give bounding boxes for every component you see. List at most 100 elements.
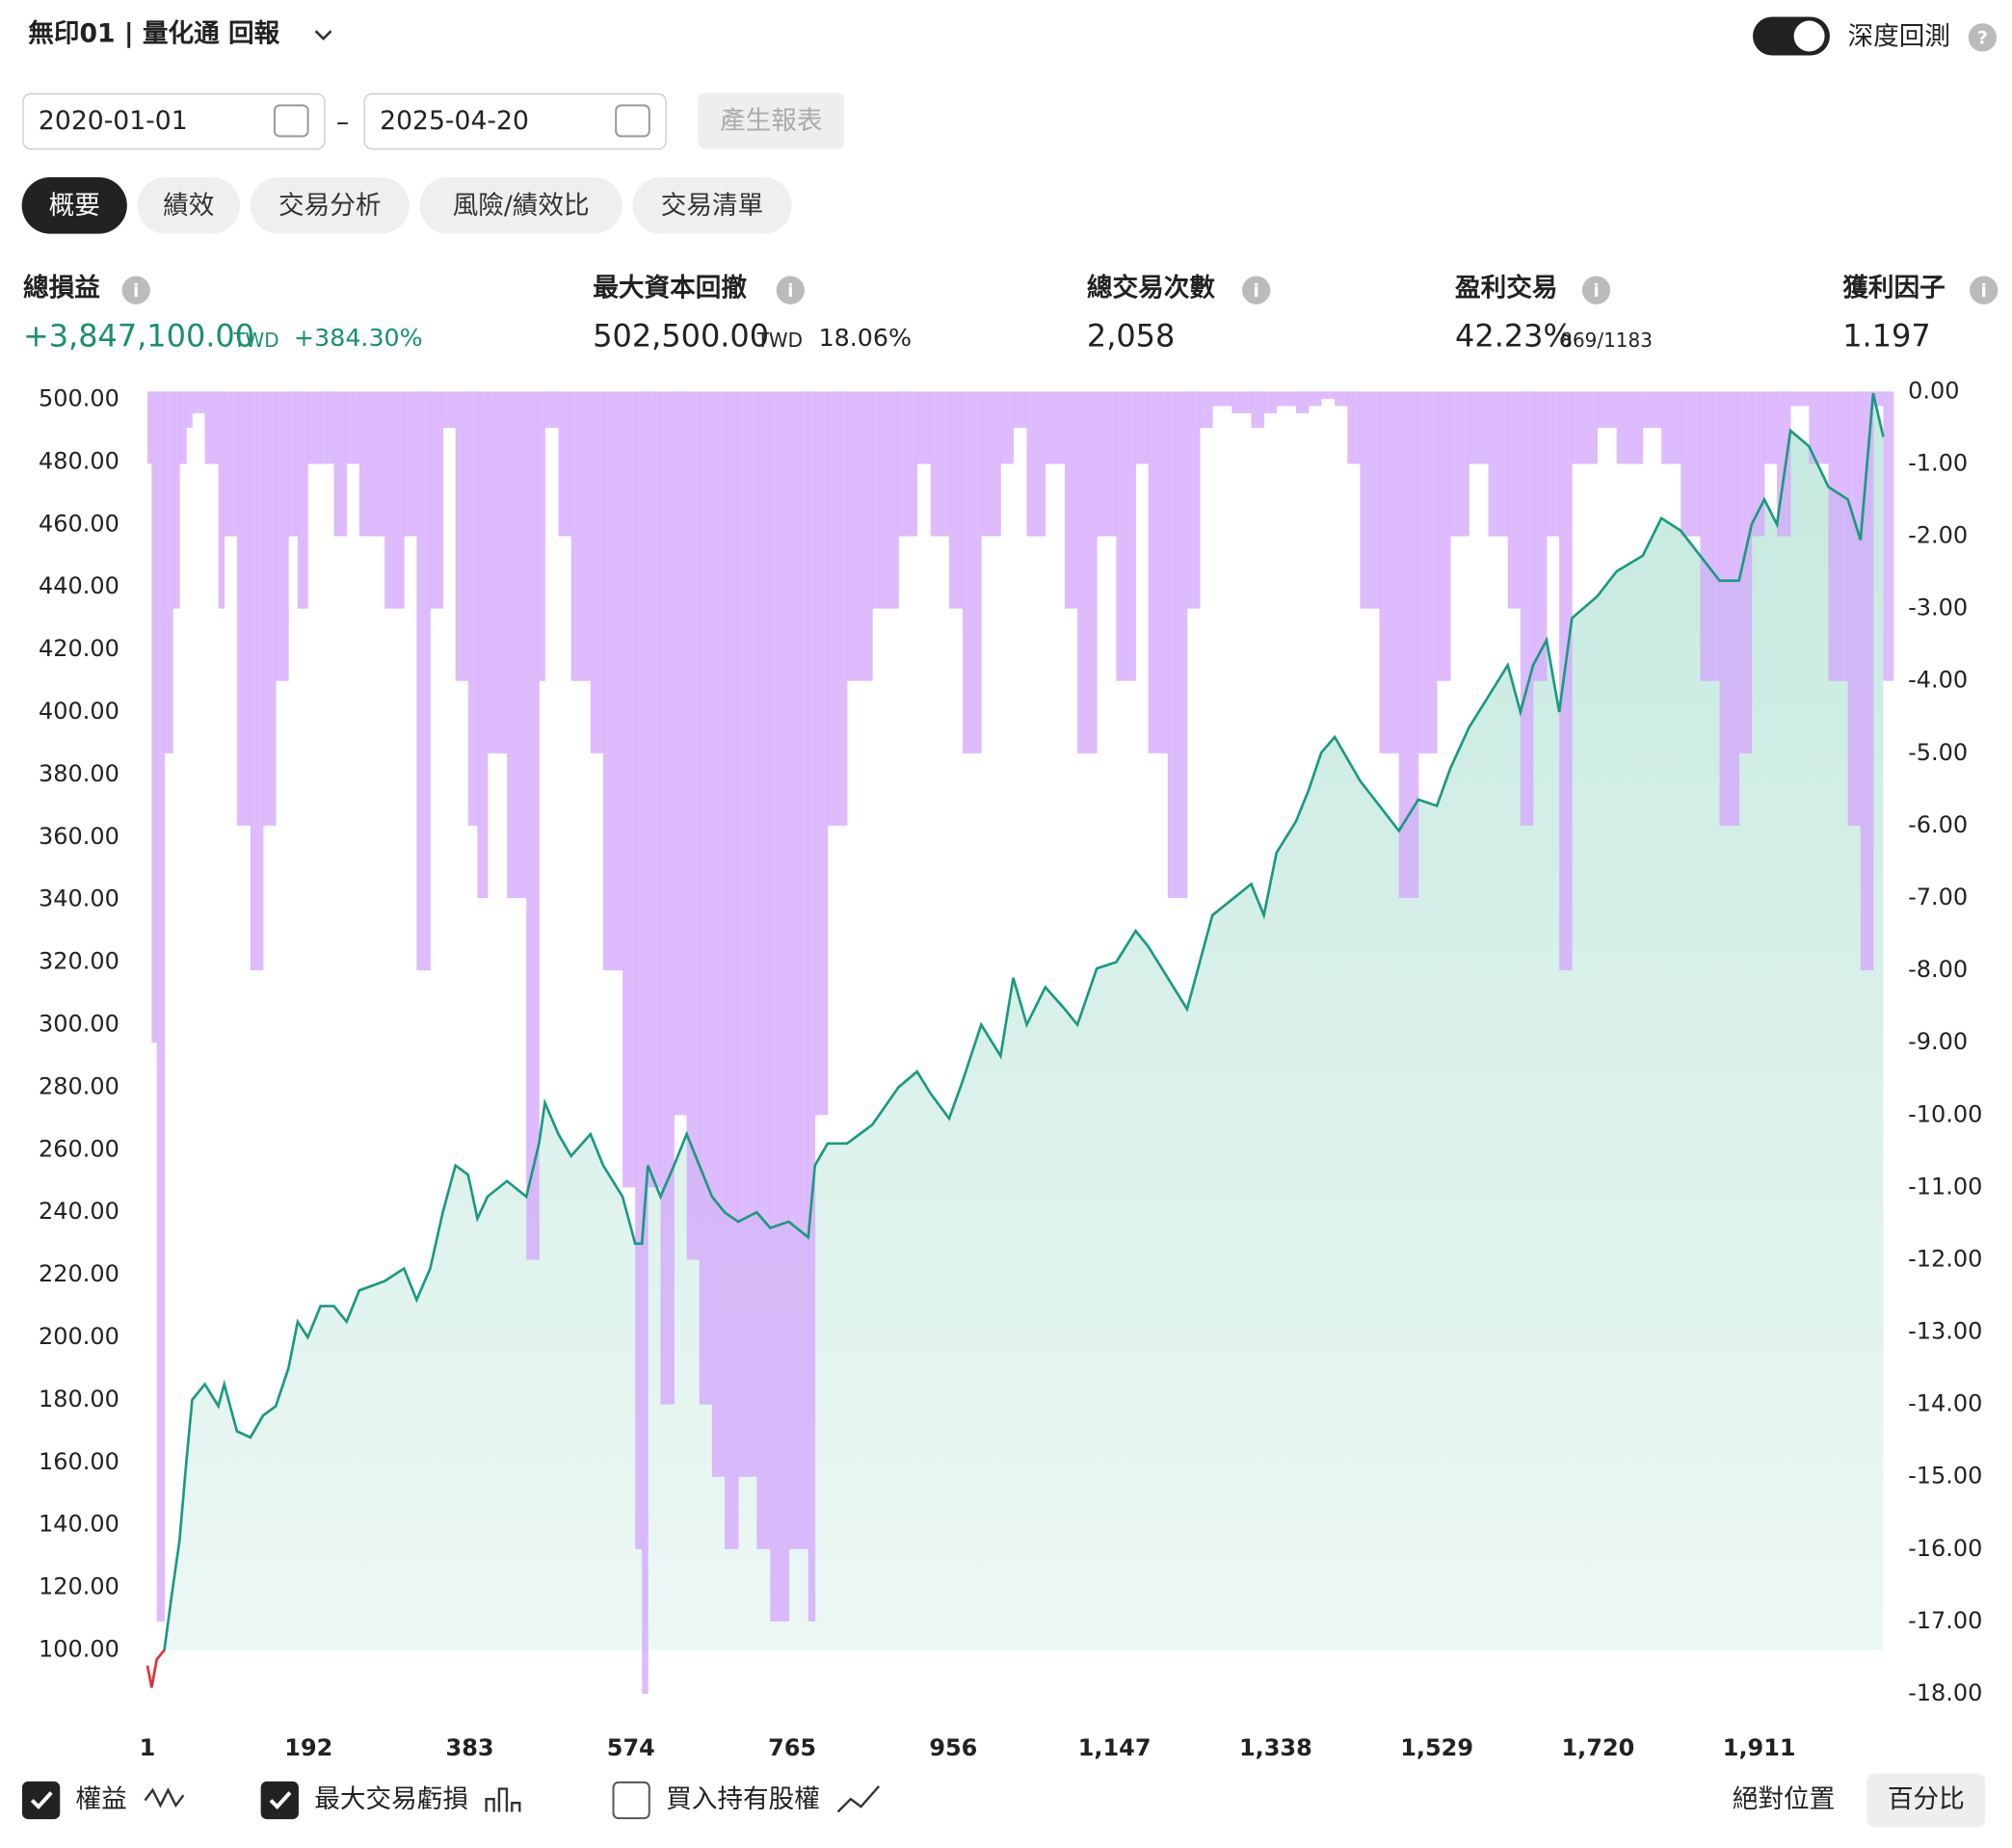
drawdown-bar [1790,391,1810,407]
help-icon[interactable] [1968,23,1998,52]
calendar-icon[interactable] [615,104,650,138]
drawdown-bar [1828,391,1849,681]
drawdown-bar [1700,391,1720,681]
x-tick-label: 383 [446,1734,494,1761]
view-option[interactable]: 百分比 [1888,1784,1965,1814]
drawdown-bar [916,391,932,464]
drawdown-bar [590,391,604,753]
tab-label[interactable]: 風險/績效比 [453,191,590,221]
checkmark [30,1791,53,1810]
drawdown-bar [1379,391,1400,753]
legend-icon [485,1787,521,1812]
drawdown-bar [1860,391,1874,971]
y-tick-label: 460.00 [39,510,119,537]
drawdown-bar [1013,391,1027,428]
y-tick-label: 500.00 [39,384,119,411]
legend-checkbox[interactable] [260,1781,299,1820]
info-icon[interactable] [1581,276,1611,304]
stat-extra: +384.30% [294,324,423,352]
x-tick-label: 1,911 [1723,1734,1796,1761]
equity-line [162,392,1885,1650]
drawdown-bar [186,391,193,428]
stat-label: 盈利交易 [1455,273,1558,303]
drawdown-bar [1559,391,1573,971]
y-tick-label: 380.00 [39,760,119,787]
date-input[interactable] [363,92,667,150]
stat-value: 42.23% [1455,317,1573,354]
tab[interactable] [632,176,792,234]
drawdown-bar [788,391,809,1549]
drawdown-bar [686,391,701,1260]
info-icon[interactable] [121,276,150,304]
drawdown-bar [507,391,527,898]
tab[interactable] [250,176,410,234]
drawdown-bar [320,391,334,464]
start-date: 2020-01-01 [39,106,188,136]
checkmark [269,1791,292,1810]
stat-unit: TWD [756,329,803,352]
drawdown-bar [648,391,661,1188]
tab[interactable] [21,176,127,234]
legend-checkbox[interactable] [21,1781,61,1820]
generate-button[interactable] [698,92,845,149]
y-tick-label: 360.00 [39,823,119,850]
view-option[interactable]: 絕對位置 [1733,1784,1836,1814]
info-icon[interactable] [1242,276,1271,304]
tab-label[interactable]: 交易分析 [278,191,382,221]
y2-tick-label: -12.00 [1908,1245,1982,1272]
view-option-active[interactable] [1866,1773,1986,1828]
stat-value: +3,847,100.00 [23,317,254,354]
tab[interactable] [419,176,622,234]
y2-tick-label: -6.00 [1908,811,1968,838]
drawdown-bar [1616,391,1644,464]
drawdown-bar [1597,391,1618,428]
drawdown-bar [224,391,238,537]
date-input[interactable] [22,92,326,150]
stat-value: 1.197 [1842,317,1930,354]
y2-tick-label: -11.00 [1908,1173,1982,1200]
drawdown-bar [1045,391,1066,464]
drawdown-bar [1738,391,1753,753]
drawdown-bar [384,391,405,609]
info-icon[interactable] [1970,276,1999,304]
end-date: 2025-04-20 [380,106,529,136]
info-mark: i [787,281,793,302]
drawdown-bar [622,391,636,1188]
legend-icon [144,1787,185,1808]
y-tick-label: 140.00 [39,1511,119,1538]
title[interactable]: 無印01 | 量化通 回報 [28,19,279,49]
y-tick-label: 300.00 [39,1011,119,1038]
tab-label[interactable]: 績效 [163,191,214,221]
stat-extra: 869/1183 [1560,329,1653,352]
calendar-icon[interactable] [273,104,309,138]
drawdown-bar [430,391,443,609]
drawdown-bar [192,391,205,413]
drawdown-bar [1360,391,1381,609]
legend-checkbox[interactable] [612,1781,650,1820]
info-icon[interactable] [776,276,805,304]
drawdown-bar [1231,391,1252,413]
y2-tick-label: -1.00 [1908,449,1968,476]
y2-tick-label: -15.00 [1908,1463,1982,1490]
y-tick-label: 120.00 [39,1573,119,1600]
drawdown-bar [539,391,545,681]
stat-label: 總交易次數 [1087,273,1215,303]
drawdown-bar [814,391,829,1116]
toggle-knob [1793,20,1825,52]
chevron[interactable] [314,30,332,41]
tab-label[interactable]: 交易清單 [661,191,764,221]
tabs: 概要 績效 交易分析 風險/績效比 交易清單 [21,176,792,234]
drawdown-bar [1148,391,1169,753]
y-tick-label: 100.00 [39,1636,119,1663]
legend-label[interactable]: 權益 [76,1784,127,1814]
legend-label[interactable]: 最大交易虧損 [314,1784,468,1814]
y-tick-label: 220.00 [39,1260,119,1287]
info-mark: i [1981,281,1987,302]
tab[interactable] [137,176,241,234]
y-tick-label: 200.00 [39,1323,119,1350]
legend-label[interactable]: 買入持有股權 [666,1784,820,1814]
drawdown-bar [346,391,360,464]
tab-label[interactable]: 概要 [49,191,100,221]
legend: 權益 最大交易虧損 買入持有股權 [21,1781,881,1820]
